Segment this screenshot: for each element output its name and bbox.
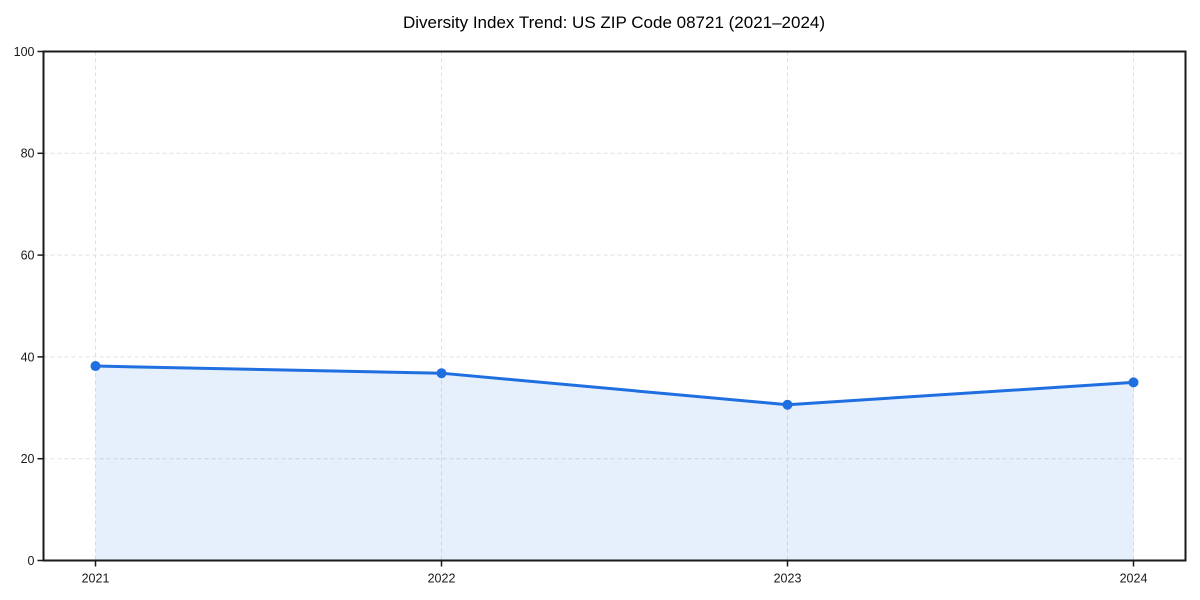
trend-line [94,364,1135,407]
y-tick-label: 60 [21,248,35,262]
y-tick-label: 40 [21,350,35,364]
x-tick-label: 2021 [82,572,110,586]
data-point-marker [782,399,793,410]
chart-title: Diversity Index Trend: US ZIP Code 08721… [403,13,825,32]
area-fill [95,366,1134,561]
y-tick-label: 0 [28,554,35,568]
x-tick-label: 2023 [774,572,802,586]
data-point-marker [1128,377,1139,388]
data-point-marker [90,361,101,372]
x-tick-label: 2022 [428,572,456,586]
y-tick-label: 100 [14,45,35,59]
trend-line-layer [94,364,1135,407]
y-tick-label: 80 [21,147,35,161]
axes-frame-layer [42,50,1187,562]
tick-layer [37,50,1135,567]
tick-label-layer: 0 20 40 60 80 100 2021 2022 2023 2024 [14,45,1148,586]
y-tick-label: 20 [21,452,35,466]
data-point-marker [436,368,447,379]
x-tick-label: 2024 [1120,572,1148,586]
grid-layer [43,51,1186,561]
area-fill-layer [95,366,1134,561]
data-point-layer [90,361,1139,410]
axes-frame [42,50,1187,562]
